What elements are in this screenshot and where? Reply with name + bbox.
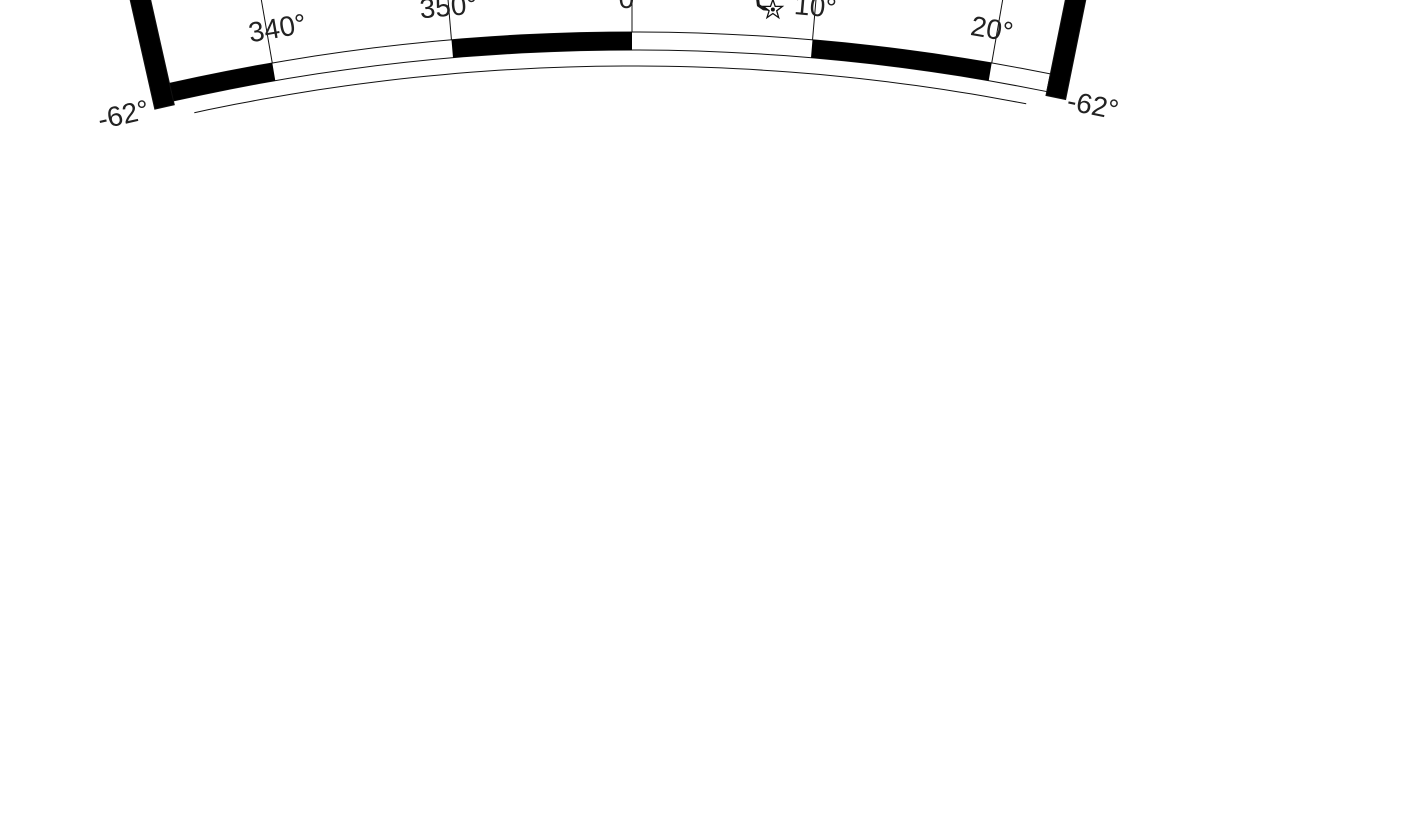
frame-side-bar <box>129 0 175 110</box>
frame-side-bar <box>1045 0 1087 101</box>
lon-label-top: 340° <box>246 8 308 48</box>
lat-label-left: -62° <box>95 94 152 136</box>
lon-label-top: 0° <box>619 0 646 14</box>
lat-label-right: -62° <box>1065 85 1122 126</box>
parallel-line <box>194 65 1027 114</box>
map-frame-layer <box>129 0 1087 110</box>
stations-layer: 9835149559360805614956149581496014959149… <box>761 0 785 20</box>
lon-label-top: 350° <box>418 0 478 24</box>
frame-top-bar <box>169 62 276 101</box>
frame-top-bar <box>811 39 992 81</box>
lat-label-left: -64° <box>66 0 123 8</box>
graticule-layer <box>194 0 1027 114</box>
lon-label-top: 10° <box>793 0 838 24</box>
station-dot <box>770 7 775 12</box>
frame-top-bar <box>451 32 632 58</box>
lon-label-top: 20° <box>969 10 1016 48</box>
axis-labels-layer: 340°350°0°10°20°340°350°0°10°20°-62°-64°… <box>66 0 1122 136</box>
station-marker: 9835 <box>761 0 785 20</box>
